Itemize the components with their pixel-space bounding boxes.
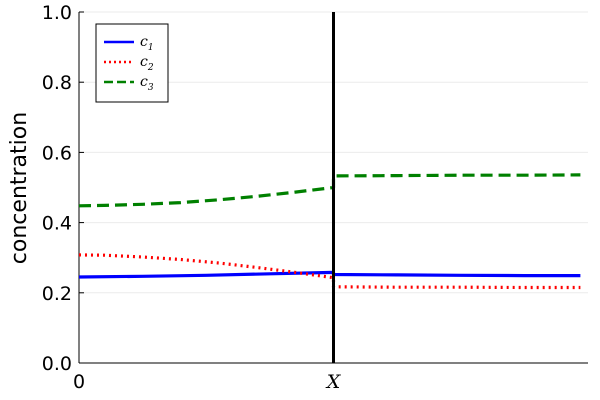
series-line-c2 <box>78 253 581 290</box>
tick-labels: 0.0 0.2 0.4 0.6 0.8 1.0 0 X <box>42 2 342 393</box>
x-tick-label-1: X <box>325 371 342 393</box>
y-tick-label-3: 0.6 <box>42 142 72 164</box>
y-tick-label-2: 0.4 <box>42 213 72 235</box>
x-tick-label-0: 0 <box>73 371 85 393</box>
y-tick-label-1: 0.2 <box>42 283 72 305</box>
series-line-c3 <box>78 173 581 208</box>
y-axis-label: concentration <box>7 112 32 264</box>
y-tick-label-0: 0.0 <box>42 353 72 375</box>
y-tick-label-5: 1.0 <box>42 2 72 24</box>
series-lines <box>78 173 581 290</box>
legend-box <box>95 23 169 103</box>
y-tick-label-4: 0.8 <box>42 72 72 94</box>
series-line-c1 <box>78 270 581 279</box>
